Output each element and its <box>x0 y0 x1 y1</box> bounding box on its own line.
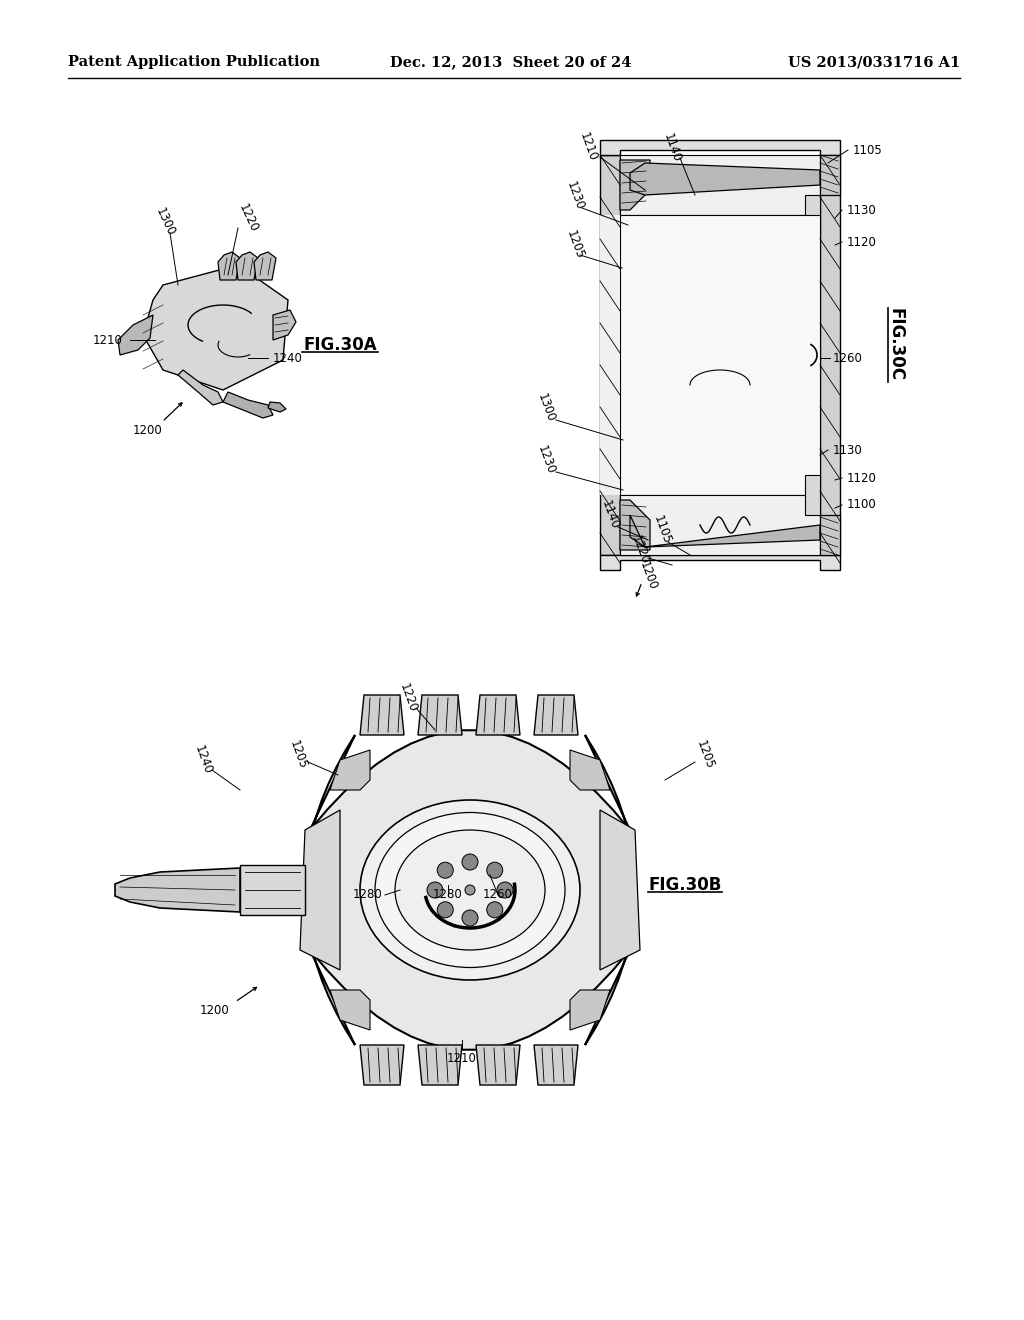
Text: US 2013/0331716 A1: US 2013/0331716 A1 <box>787 55 961 69</box>
Text: 1100: 1100 <box>847 499 877 511</box>
Polygon shape <box>360 696 404 735</box>
Polygon shape <box>236 252 258 280</box>
Polygon shape <box>223 392 273 418</box>
Polygon shape <box>600 154 620 554</box>
Polygon shape <box>805 475 820 515</box>
Text: 1220: 1220 <box>236 202 260 234</box>
Polygon shape <box>570 750 610 789</box>
Circle shape <box>497 882 513 898</box>
Polygon shape <box>240 865 305 915</box>
Polygon shape <box>218 252 240 280</box>
Circle shape <box>437 862 454 878</box>
Text: 1140: 1140 <box>660 132 683 164</box>
Polygon shape <box>630 515 820 546</box>
Polygon shape <box>476 1045 520 1085</box>
Text: 1120: 1120 <box>847 471 877 484</box>
Polygon shape <box>570 990 610 1030</box>
Text: 1240: 1240 <box>191 743 214 776</box>
Text: 1220: 1220 <box>629 533 651 566</box>
Text: 1300: 1300 <box>153 206 177 238</box>
Polygon shape <box>300 810 340 970</box>
Polygon shape <box>620 500 650 550</box>
Text: 1130: 1130 <box>847 203 877 216</box>
Circle shape <box>437 902 454 917</box>
Polygon shape <box>330 990 370 1030</box>
Text: 1205: 1205 <box>694 739 716 771</box>
Polygon shape <box>600 140 840 154</box>
Polygon shape <box>630 162 820 195</box>
Text: FIG.30A: FIG.30A <box>303 337 377 354</box>
Text: 1280: 1280 <box>353 888 383 902</box>
Text: 1240: 1240 <box>273 351 303 364</box>
Polygon shape <box>820 515 840 554</box>
Circle shape <box>465 884 475 895</box>
Ellipse shape <box>375 813 565 968</box>
Polygon shape <box>620 160 650 210</box>
Polygon shape <box>254 252 276 280</box>
Polygon shape <box>476 696 520 735</box>
Ellipse shape <box>360 800 580 979</box>
Circle shape <box>427 882 443 898</box>
Polygon shape <box>600 554 840 570</box>
Text: 1210: 1210 <box>447 1052 477 1064</box>
Text: Patent Application Publication: Patent Application Publication <box>68 55 319 69</box>
Text: 1220: 1220 <box>396 681 419 714</box>
Text: 1200: 1200 <box>133 424 163 437</box>
Text: 1280: 1280 <box>433 888 463 902</box>
Text: 1205: 1205 <box>564 228 586 261</box>
Text: 1200: 1200 <box>637 560 659 593</box>
Text: 1260: 1260 <box>834 351 863 364</box>
Text: 1210: 1210 <box>93 334 123 346</box>
Circle shape <box>486 862 503 878</box>
Text: 1105: 1105 <box>853 144 883 157</box>
Text: 1200: 1200 <box>200 1003 229 1016</box>
Text: 1210: 1210 <box>577 131 599 164</box>
Polygon shape <box>534 696 578 735</box>
Text: 1105: 1105 <box>651 513 673 546</box>
Polygon shape <box>360 1045 404 1085</box>
Text: FIG.30B: FIG.30B <box>648 876 722 894</box>
Polygon shape <box>143 265 288 389</box>
Polygon shape <box>273 310 296 341</box>
Circle shape <box>462 909 478 927</box>
Polygon shape <box>268 403 286 412</box>
Text: 1230: 1230 <box>535 444 557 477</box>
Polygon shape <box>534 1045 578 1085</box>
Polygon shape <box>600 215 620 495</box>
Polygon shape <box>418 1045 462 1085</box>
Text: 1120: 1120 <box>847 235 877 248</box>
Text: Dec. 12, 2013  Sheet 20 of 24: Dec. 12, 2013 Sheet 20 of 24 <box>390 55 632 69</box>
Polygon shape <box>620 215 820 495</box>
Text: 1260: 1260 <box>483 888 513 902</box>
Polygon shape <box>418 696 462 735</box>
Polygon shape <box>620 495 820 554</box>
Polygon shape <box>820 154 840 195</box>
Circle shape <box>486 902 503 917</box>
Text: 1300: 1300 <box>535 392 557 424</box>
Polygon shape <box>600 810 640 970</box>
Text: 1140: 1140 <box>599 499 622 531</box>
Ellipse shape <box>395 830 545 950</box>
Polygon shape <box>305 730 635 1049</box>
Polygon shape <box>620 154 820 215</box>
Polygon shape <box>820 154 840 554</box>
Text: 1230: 1230 <box>564 180 586 213</box>
Polygon shape <box>115 869 240 912</box>
Polygon shape <box>805 195 820 235</box>
Text: 1130: 1130 <box>834 444 863 457</box>
Polygon shape <box>330 750 370 789</box>
Text: FIG.30C: FIG.30C <box>886 309 904 381</box>
Text: 1205: 1205 <box>287 739 309 771</box>
Polygon shape <box>178 370 223 405</box>
Polygon shape <box>118 315 153 355</box>
Circle shape <box>462 854 478 870</box>
